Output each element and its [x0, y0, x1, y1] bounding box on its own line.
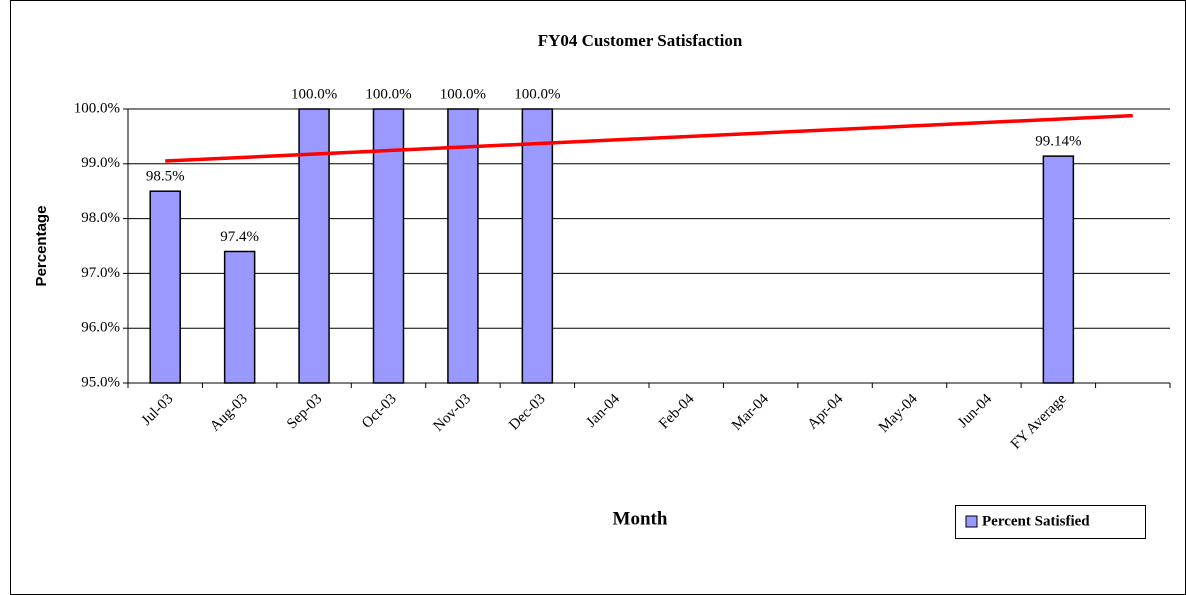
legend-box — [955, 505, 1146, 539]
bar — [298, 108, 330, 384]
value-label: 99.14% — [1035, 134, 1081, 150]
bar — [372, 108, 405, 384]
legend-swatch — [965, 515, 978, 528]
bar — [223, 250, 256, 384]
trendline — [165, 113, 1133, 163]
y-tick-label: 98.0% — [81, 210, 120, 226]
value-label: 100.0% — [291, 86, 337, 102]
chart-title: FY04 Customer Satisfaction — [538, 31, 743, 50]
y-tick-label: 97.0% — [81, 265, 120, 281]
y-axis-label: Percentage — [33, 206, 50, 287]
value-label: 97.4% — [220, 229, 259, 245]
y-tick-label: 95.0% — [81, 374, 120, 390]
value-label: 100.0% — [440, 86, 486, 102]
value-label: 100.0% — [365, 86, 411, 102]
value-label: 98.5% — [146, 169, 185, 185]
x-axis-label: Month — [613, 508, 668, 529]
legend-label: Percent Satisfied — [982, 513, 1090, 529]
chart-border — [10, 0, 1186, 595]
bar — [447, 108, 479, 384]
y-tick-label: 96.0% — [81, 320, 120, 336]
bar — [1042, 155, 1075, 384]
y-tick-label: 100.0% — [74, 100, 120, 116]
value-label: 100.0% — [514, 86, 560, 102]
bar — [149, 190, 181, 384]
bar — [521, 108, 554, 384]
y-tick-label: 99.0% — [81, 155, 120, 171]
